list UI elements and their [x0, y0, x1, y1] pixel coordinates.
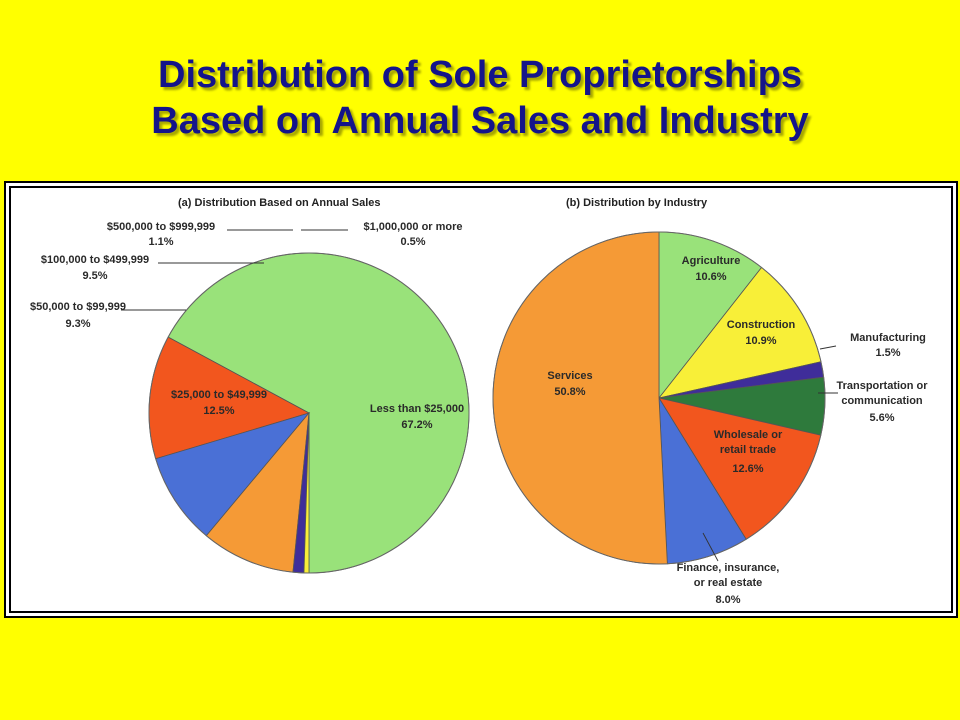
pie-chart-industry: (b) Distribution by Industry Agriculture 1…	[492, 197, 928, 606]
slice-label-transportation-or-communication-line2: communication	[841, 395, 923, 407]
chart-title-annual-sales: (a) Distribution Based on Annual Sales	[178, 197, 381, 209]
slice-label-services: Services	[547, 370, 592, 382]
slice-label-1-000-000-or-more: $1,000,000 or more	[363, 221, 462, 233]
slice-label-25-000-to-49-999: $25,000 to $49,999	[171, 389, 267, 401]
pie-chart-annual-sales: (a) Distribution Based on Annual Sales Le…	[30, 197, 470, 574]
pie-charts: (a) Distribution Based on Annual Sales Le…	[30, 197, 928, 606]
slice-value-wholesale-or-retail-trade: 12.6%	[732, 463, 763, 475]
leader-line-manufacturing	[819, 345, 837, 350]
slice-label-100-000-to-499-999: $100,000 to $499,999	[41, 254, 149, 266]
slide-title-line1: Distribution of Sole Proprietorships	[158, 54, 802, 96]
slice-label-construction: Construction	[727, 319, 796, 331]
slice-value-500-000-to-999-999: 1.1%	[148, 236, 173, 248]
slice-label-50-000-to-99-999: $50,000 to $99,999	[30, 301, 126, 313]
slice-label-transportation-or-communication-line1: Transportation or	[836, 380, 928, 392]
slice-label-wholesale-or-retail-trade-line1: Wholesale or	[714, 429, 783, 441]
slice-value-50-000-to-99-999: 9.3%	[65, 318, 90, 330]
slice-label-wholesale-or-retail-trade-line2: retail trade	[720, 444, 776, 456]
leader-line-finance-insurance-or-real-estate	[702, 532, 719, 562]
slice-label-less-than-25-000: Less than $25,000	[370, 403, 464, 415]
slide-title-line2: Based on Annual Sales and Industry	[151, 100, 809, 142]
slice-value-100-000-to-499-999: 9.5%	[82, 270, 107, 282]
slice-value-construction: 10.9%	[745, 335, 776, 347]
figure-panel: (a) Distribution Based on Annual Sales Le…	[4, 181, 958, 618]
slice-value-25-000-to-49-999: 12.5%	[203, 405, 234, 417]
slice-label-finance-insurance-or-real-estate-line2: or real estate	[694, 577, 762, 589]
pie-slice-services	[492, 231, 668, 565]
slice-value-1-000-000-or-more: 0.5%	[400, 236, 425, 248]
slice-value-transportation-or-communication: 5.6%	[869, 412, 894, 424]
slice-label-finance-insurance-or-real-estate-line1: Finance, insurance,	[677, 562, 780, 574]
slice-value-agriculture: 10.6%	[695, 271, 726, 283]
slice-value-finance-insurance-or-real-estate: 8.0%	[715, 594, 740, 606]
chart-title-industry: (b) Distribution by Industry	[566, 197, 708, 209]
slice-value-less-than-25-000: 67.2%	[401, 419, 432, 431]
slice-label-manufacturing: Manufacturing	[850, 332, 926, 344]
slice-label-500-000-to-999-999: $500,000 to $999,999	[107, 221, 215, 233]
slice-label-agriculture: Agriculture	[682, 255, 741, 267]
pie-outline	[148, 252, 470, 574]
slice-value-services: 50.8%	[554, 386, 585, 398]
slice-value-manufacturing: 1.5%	[875, 347, 900, 359]
slide-title: Distribution of Sole Proprietorships Bas…	[0, 52, 960, 144]
pie-outline	[492, 231, 826, 565]
